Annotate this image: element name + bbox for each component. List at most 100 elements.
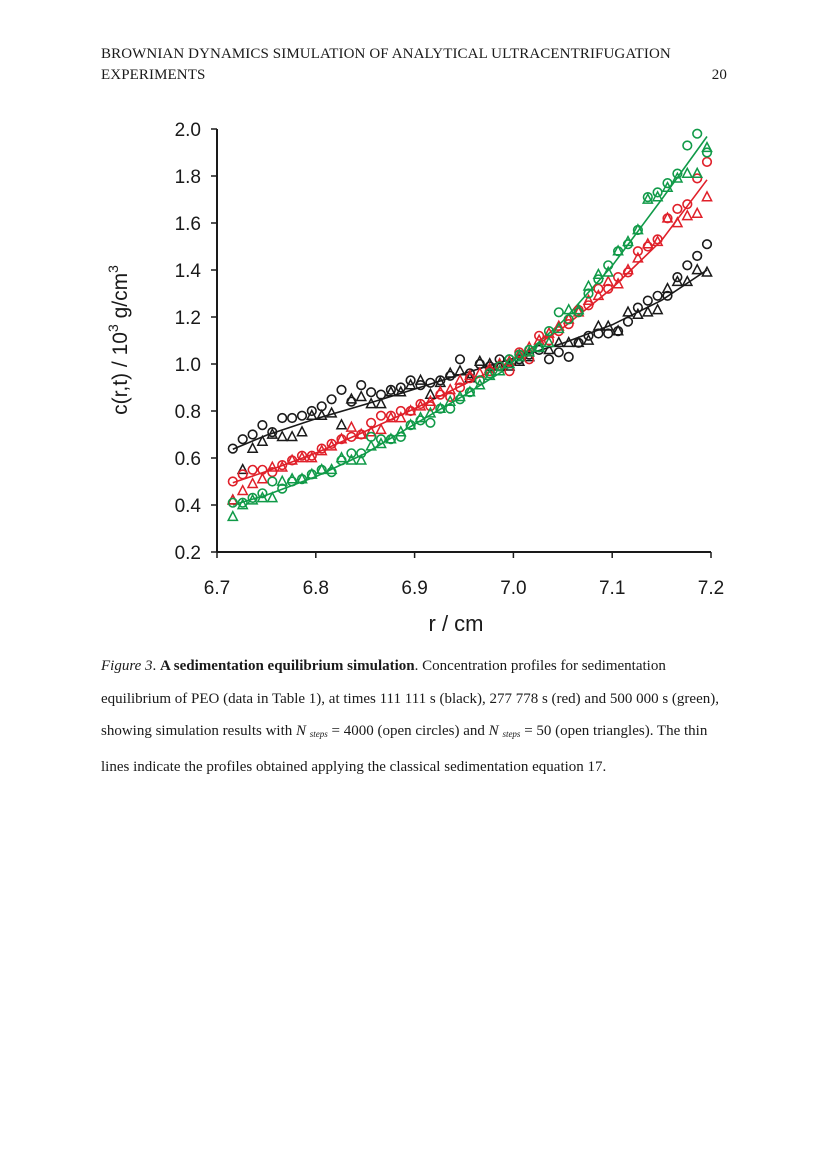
chart-axes: 6.7 6.8 6.9 7.0 7.1 7.2 0.2 0.4 0.6 0.8 1.0 1.2 1.4 1…: [175, 120, 725, 599]
y-tick-label: 0.6: [175, 449, 201, 470]
data-point-triangle: [236, 462, 249, 475]
data-point-circle: [543, 354, 555, 365]
data-point-triangle: [315, 408, 328, 421]
data-point-circle: [445, 403, 456, 414]
data-point-triangle: [325, 439, 338, 451]
x-tick-label: 7.2: [698, 578, 724, 599]
data-point-circle: [326, 394, 337, 405]
data-point-triangle: [464, 368, 476, 381]
data-point-triangle: [562, 335, 575, 348]
data-point-circle: [257, 488, 268, 499]
data-point-triangle: [493, 364, 506, 376]
y-tick-label: 0.2: [175, 543, 201, 564]
data-point-circle: [227, 443, 238, 454]
data-point-triangle: [355, 427, 368, 439]
data-point-circle: [701, 156, 713, 167]
series-black-circles: [227, 239, 713, 454]
data-point-triangle: [523, 345, 536, 357]
data-point-circle: [277, 483, 288, 494]
data-point-triangle: [404, 404, 417, 416]
data-point-triangle: [256, 434, 269, 446]
data-point-triangle: [394, 425, 407, 437]
data-point-triangle: [661, 180, 674, 193]
data-point-triangle: [533, 333, 545, 345]
y-axis-label-unit-exponent: 3: [105, 265, 121, 273]
x-tick-label: 6.9: [401, 578, 427, 599]
x-tick-label: 7.0: [500, 578, 526, 599]
data-point-circle: [247, 429, 258, 440]
data-point-circle: [563, 351, 574, 363]
data-point-circle: [563, 319, 574, 330]
page-number: 20: [711, 67, 727, 83]
data-point-triangle: [473, 354, 486, 367]
data-point-circle: [306, 405, 317, 417]
data-point-circle: [583, 288, 594, 299]
data-point-circle: [701, 147, 713, 158]
data-point-triangle: [622, 305, 634, 317]
data-point-triangle: [483, 357, 496, 369]
data-point-triangle: [612, 244, 624, 256]
data-point-circle: [583, 330, 594, 341]
data-point-triangle: [444, 383, 457, 395]
data-point-triangle: [246, 493, 259, 505]
data-point-triangle: [226, 509, 239, 522]
data-point-triangle: [365, 439, 377, 451]
data-point-circle: [533, 330, 545, 341]
data-point-circle: [692, 173, 703, 184]
data-point-triangle: [414, 373, 427, 385]
data-point-triangle: [552, 335, 565, 348]
x-tick-label: 7.1: [599, 578, 625, 599]
data-point-triangle: [414, 411, 427, 423]
data-point-circle: [662, 178, 673, 189]
data-point-triangle: [276, 460, 289, 472]
y-tick-label: 0.4: [175, 496, 202, 517]
data-point-triangle: [473, 366, 486, 378]
data-point-triangle: [632, 251, 644, 263]
data-point-triangle: [256, 491, 269, 503]
data-point-triangle: [602, 265, 615, 277]
data-point-circle: [425, 377, 436, 388]
data-point-circle: [603, 260, 614, 271]
caption-n-steps-1: N: [296, 723, 307, 739]
data-point-triangle: [286, 453, 298, 465]
data-point-circle: [672, 203, 683, 214]
data-point-circle: [287, 412, 298, 424]
data-point-triangle: [355, 390, 368, 402]
data-point-triangle: [641, 192, 654, 204]
data-point-triangle: [503, 357, 516, 369]
y-tick-label: 2.0: [175, 120, 201, 141]
data-point-triangle: [661, 281, 674, 294]
data-point-triangle: [296, 472, 308, 484]
data-point-triangle: [266, 460, 279, 472]
data-point-triangle: [365, 397, 377, 409]
data-point-circle: [257, 420, 268, 431]
data-point-triangle: [681, 274, 694, 287]
data-point-circle: [662, 290, 673, 301]
data-point-triangle: [335, 418, 348, 430]
data-point-circle: [672, 272, 683, 283]
data-point-circle: [247, 464, 258, 475]
data-point-triangle: [582, 279, 595, 291]
data-point-circle: [227, 497, 238, 508]
data-point-triangle: [276, 474, 289, 486]
fit-lines: [232, 136, 708, 506]
data-point-triangle: [543, 343, 555, 355]
y-axis-label-main: c(r,t) / 10: [109, 332, 132, 415]
data-point-triangle: [701, 265, 713, 277]
data-point-triangle: [266, 491, 279, 503]
data-point-circle: [622, 316, 634, 327]
figure-3-chart: 6.7 6.8 6.9 7.0 7.1 7.2 0.2 0.4 0.6 0.8 1.0 1.2 1.4 1…: [105, 120, 725, 636]
data-point-circle: [632, 302, 644, 313]
y-tick-label: 0.8: [175, 402, 201, 423]
data-point-circle: [632, 246, 644, 257]
y-axis-label-unit: g/cm: [109, 273, 132, 324]
data-point-circle: [652, 290, 663, 301]
data-point-circle: [237, 469, 248, 480]
data-point-triangle: [335, 432, 348, 444]
data-point-circle: [504, 354, 515, 365]
data-point-triangle: [681, 166, 694, 178]
data-point-triangle: [691, 263, 704, 275]
data-point-triangle: [533, 340, 545, 352]
data-point-triangle: [572, 335, 585, 348]
data-point-triangle: [335, 451, 348, 463]
